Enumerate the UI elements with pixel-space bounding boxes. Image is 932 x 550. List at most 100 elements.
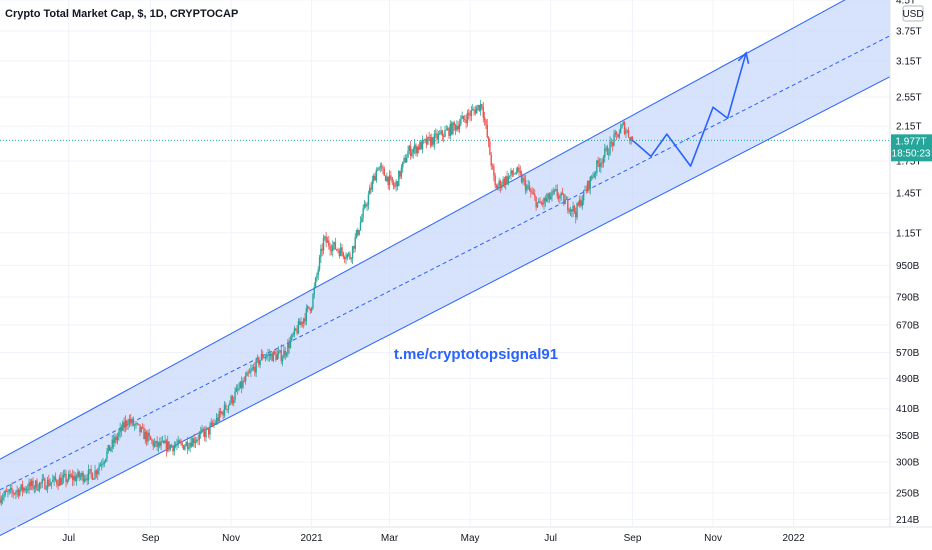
candle: [324, 236, 326, 238]
candle: [470, 110, 473, 116]
candle: [316, 274, 318, 279]
candle: [301, 321, 304, 324]
projection-line[interactable]: [631, 52, 747, 167]
last-price-badge: 1.977T 18:50:23: [891, 134, 932, 162]
candle: [545, 198, 548, 202]
candle: [192, 438, 194, 447]
candle: [478, 105, 481, 111]
candle: [130, 419, 132, 423]
candle: [379, 166, 381, 168]
candle: [213, 423, 215, 425]
candle: [576, 203, 578, 218]
candle: [34, 480, 37, 488]
candle: [56, 480, 58, 485]
price-axis[interactable]: 4.5T 3.75T 3.15T 2.55T 2.15T 1.75T 1.45T 1.15T 9…: [896, 0, 922, 526]
candle: [234, 391, 236, 401]
candle: [186, 441, 189, 449]
candle: [57, 484, 59, 486]
candle: [107, 445, 109, 452]
annotation-text[interactable]: t.me/cryptotopsignal91: [394, 346, 558, 363]
candle: [597, 160, 599, 164]
candle: [514, 173, 516, 175]
candle: [91, 473, 94, 480]
candle: [322, 237, 325, 251]
candle: [535, 197, 537, 208]
candle: [605, 147, 607, 149]
candle: [420, 141, 422, 150]
candle: [526, 185, 528, 191]
candle: [29, 482, 32, 486]
candle: [140, 427, 142, 432]
candle: [402, 161, 404, 168]
channel-middle-line[interactable]: [0, 35, 891, 491]
candle: [506, 176, 508, 183]
candle: [247, 372, 249, 374]
candle: [209, 425, 211, 435]
candle: [361, 217, 363, 223]
candle: [357, 229, 359, 235]
time-tick-label: Jul: [544, 533, 557, 544]
candle: [477, 105, 479, 108]
candle: [123, 422, 125, 428]
candle: [180, 442, 182, 444]
candle: [172, 446, 174, 452]
candle: [61, 477, 63, 485]
candle: [332, 245, 334, 252]
candle: [415, 144, 417, 154]
candle: [283, 350, 285, 359]
candle: [44, 478, 46, 490]
candle: [497, 185, 499, 189]
candle: [226, 409, 228, 410]
candle: [416, 146, 418, 154]
candle: [28, 482, 30, 491]
candle: [104, 458, 107, 462]
candle: [581, 200, 584, 207]
candle: [275, 353, 277, 360]
candle: [362, 208, 364, 218]
candle: [168, 441, 170, 450]
candle: [83, 479, 86, 482]
candle: [383, 168, 385, 176]
candle: [388, 175, 391, 186]
candle: [342, 252, 345, 257]
candle: [487, 137, 490, 142]
candle: [202, 429, 205, 432]
candle: [173, 446, 176, 452]
candle: [227, 405, 230, 410]
candle: [625, 131, 627, 134]
candle: [102, 463, 104, 465]
candle: [590, 176, 593, 179]
price-tick-label: 410B: [896, 404, 920, 415]
candle: [36, 480, 38, 490]
candle: [210, 422, 212, 426]
time-axis[interactable]: Jul Sep Nov 2021 Mar May Jul Sep Nov 2022: [62, 533, 805, 544]
candle: [339, 247, 342, 257]
candle: [544, 197, 547, 202]
candle: [483, 117, 486, 120]
channel-upper-line[interactable]: [0, 0, 890, 460]
candle: [152, 440, 154, 447]
candle: [555, 189, 557, 190]
candle: [457, 125, 459, 130]
candle: [13, 493, 16, 495]
candle: [318, 257, 321, 270]
candle: [320, 248, 322, 258]
candle: [229, 403, 231, 406]
candle: [407, 150, 409, 158]
candle: [200, 431, 202, 435]
channel-lower-line[interactable]: [0, 76, 891, 536]
candle: [9, 487, 12, 490]
candle: [197, 439, 199, 441]
candle: [178, 440, 181, 443]
candle: [391, 177, 393, 183]
candle: [523, 178, 525, 180]
candle: [196, 439, 198, 442]
candle: [571, 209, 573, 212]
candle: [479, 104, 482, 111]
candle: [623, 122, 626, 134]
currency-badge[interactable]: [902, 5, 924, 22]
candle: [145, 432, 148, 442]
candle: [0, 496, 1, 503]
candle: [112, 439, 115, 444]
candle: [515, 171, 518, 174]
